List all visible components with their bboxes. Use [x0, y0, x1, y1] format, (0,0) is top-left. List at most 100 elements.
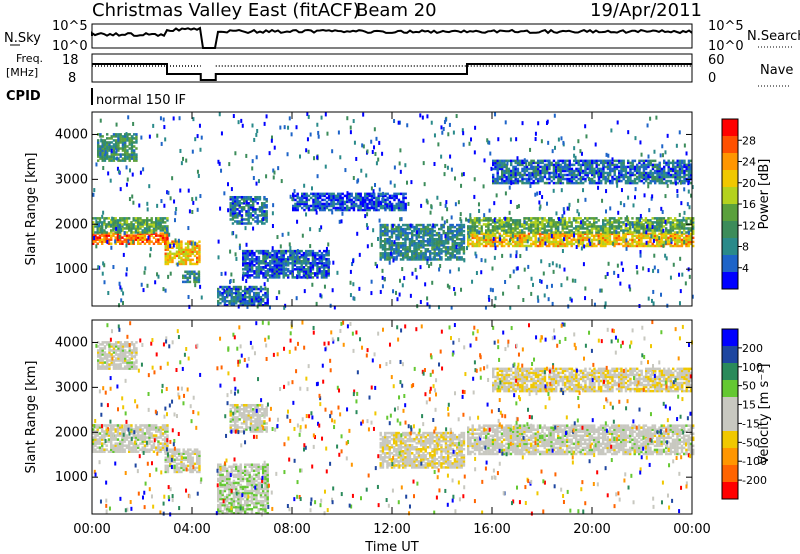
noise-cell: [147, 235, 150, 240]
data-cell: [96, 238, 99, 241]
data-cell: [260, 251, 263, 255]
data-cell: [355, 202, 358, 206]
data-cell: [440, 242, 443, 245]
data-cell: [289, 270, 292, 273]
data-cell: [534, 165, 538, 169]
data-cell: [473, 219, 477, 222]
data-cell: [649, 181, 652, 185]
data-cell: [119, 153, 122, 156]
data-cell: [627, 179, 630, 183]
data-cell: [512, 167, 515, 171]
data-cell: [557, 244, 560, 248]
data-cell: [503, 181, 506, 185]
data-cell: [393, 194, 396, 198]
data-cell: [169, 250, 172, 254]
data-cell: [561, 244, 564, 248]
data-cell: [559, 236, 562, 240]
data-cell: [559, 169, 562, 173]
data-cell: [141, 219, 144, 222]
data-cell: [266, 299, 269, 303]
data-cell: [647, 223, 650, 226]
data-cell: [262, 272, 265, 275]
data-cell: [415, 233, 418, 237]
data-cell: [568, 225, 571, 228]
data-cell: [539, 165, 542, 169]
data-cell: [469, 227, 472, 230]
data-cell: [382, 204, 385, 208]
data-cell: [402, 231, 405, 235]
data-cell: [426, 229, 430, 233]
data-cell: [256, 216, 259, 219]
data-cell: [164, 229, 167, 232]
data-cell: [359, 200, 362, 204]
data-cell: [543, 238, 546, 242]
data-cell: [647, 171, 650, 175]
data-cell: [473, 236, 477, 240]
data-cell: [602, 232, 605, 236]
data-cell: [577, 227, 580, 230]
data-cell: [620, 238, 623, 242]
data-cell: [624, 236, 627, 240]
data-cell: [128, 217, 131, 220]
data-cell: [402, 256, 405, 259]
data-cell: [456, 252, 459, 255]
data-cell: [687, 217, 690, 220]
data-cell: [404, 237, 407, 241]
data-cell: [146, 231, 149, 234]
data-cell: [244, 272, 247, 275]
data-cell: [157, 234, 160, 237]
data-cell: [105, 236, 108, 239]
noise-cell: [177, 238, 180, 243]
data-cell: [251, 257, 254, 261]
data-cell: [400, 206, 403, 210]
noise-cell: [356, 231, 359, 236]
data-cell: [527, 238, 531, 242]
noise-cell: [320, 225, 323, 230]
data-cell: [134, 225, 138, 228]
data-cell: [316, 268, 319, 271]
data-cell: [139, 236, 142, 239]
noise-cell: [433, 161, 436, 166]
data-cell: [307, 257, 310, 261]
data-cell: [629, 181, 632, 185]
data-cell: [255, 259, 258, 263]
noise-cell: [678, 212, 681, 217]
data-cell: [238, 200, 241, 203]
data-cell: [674, 161, 677, 165]
data-cell: [273, 249, 276, 253]
data-cell: [494, 159, 497, 163]
data-cell: [471, 242, 474, 246]
data-cell: [234, 200, 237, 203]
data-cell: [301, 198, 304, 202]
data-cell: [642, 173, 646, 177]
data-cell: [631, 238, 634, 242]
noise-cell: [146, 220, 149, 225]
noise-cell: [372, 189, 375, 194]
data-cell: [507, 221, 510, 224]
noise-cell: [341, 211, 344, 216]
data-cell: [375, 198, 378, 202]
data-cell: [559, 240, 562, 244]
data-cell: [563, 234, 567, 238]
data-cell: [431, 227, 434, 231]
data-cell: [334, 206, 338, 210]
data-cell: [489, 238, 492, 242]
data-cell: [584, 179, 587, 183]
data-cell: [667, 231, 670, 234]
data-cell: [325, 251, 328, 255]
data-cell: [386, 198, 389, 202]
data-cell: [334, 208, 338, 212]
data-cell: [103, 221, 106, 224]
data-cell: [301, 202, 304, 206]
data-cell: [651, 179, 655, 183]
data-cell: [449, 256, 452, 259]
data-cell: [116, 225, 120, 228]
noise-cell: [374, 152, 377, 157]
data-cell: [539, 232, 542, 236]
data-cell: [293, 257, 297, 261]
data-cell: [302, 253, 306, 257]
data-cell: [546, 177, 549, 181]
data-cell: [381, 252, 385, 255]
data-cell: [236, 216, 239, 219]
data-cell: [379, 223, 382, 227]
